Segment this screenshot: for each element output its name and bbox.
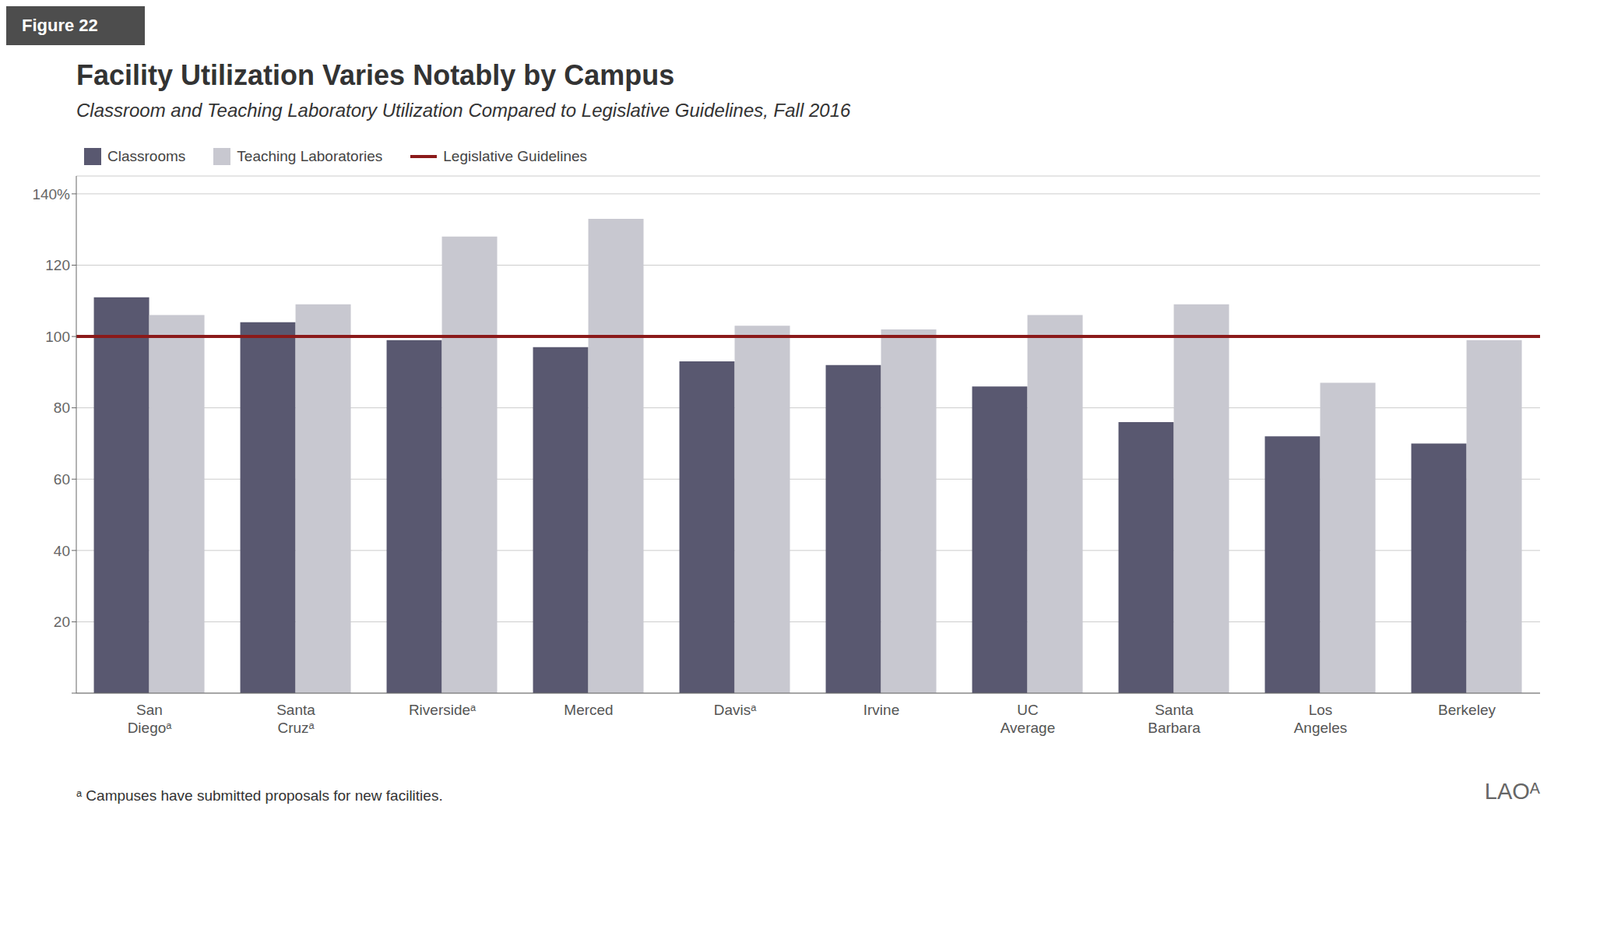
- svg-text:40: 40: [53, 542, 71, 560]
- html-text:ᵃ Campuses have submitted prop: ᵃ Campuses have submitted proposals for …: [76, 787, 443, 804]
- html-text:Facility Utilization Varies No: Facility Utilization Varies Notably by C…: [76, 59, 675, 92]
- html-text:LAOᴬ: LAOᴬ: [1484, 778, 1541, 804]
- svg-text:100: 100: [45, 328, 71, 345]
- svg-text:120: 120: [45, 256, 71, 274]
- svg-text:Merced: Merced: [563, 701, 613, 718]
- html-text:Figure 22: Figure 22: [21, 15, 98, 36]
- svg-text:LosAngeles: LosAngeles: [1294, 701, 1348, 736]
- html-text:Legislative Guidelines: Legislative Guidelines: [443, 147, 588, 165]
- svg-text:SantaBarbara: SantaBarbara: [1147, 701, 1201, 736]
- svg-text:Riversideᵃ: Riversideᵃ: [408, 701, 477, 718]
- svg-text:140%: 140%: [31, 186, 71, 203]
- svg-text:Irvine: Irvine: [863, 701, 900, 718]
- svg-text:20: 20: [53, 613, 71, 630]
- svg-text:Berkeley: Berkeley: [1438, 701, 1496, 718]
- html-text:Teaching Laboratories: Teaching Laboratories: [236, 147, 383, 165]
- svg-text:60: 60: [53, 471, 71, 488]
- svg-text:80: 80: [53, 399, 71, 416]
- html-text:Classroom and Teaching Laborat: Classroom and Teaching Laboratory Utiliz…: [76, 99, 851, 121]
- svg-text:SanDiegoᵃ: SanDiegoᵃ: [127, 701, 173, 736]
- svg-text:SantaCruzᵃ: SantaCruzᵃ: [276, 701, 316, 736]
- svg-text:Davisᵃ: Davisᵃ: [713, 701, 758, 718]
- html-text:Classrooms: Classrooms: [107, 147, 186, 165]
- svg-text:UCAverage: UCAverage: [1000, 701, 1055, 736]
